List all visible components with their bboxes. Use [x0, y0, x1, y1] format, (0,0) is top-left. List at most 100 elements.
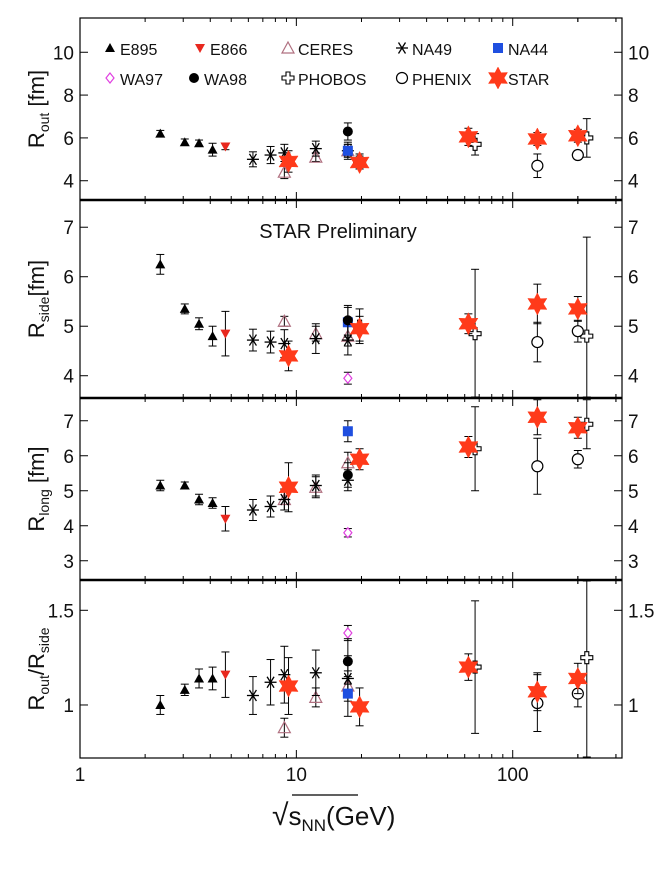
- legend-label-na49: NA49: [412, 42, 452, 59]
- point-wa97-rlong: [343, 526, 353, 539]
- y-tick-label-right: 10: [628, 43, 649, 64]
- point-star-ratio: [567, 666, 588, 691]
- point-e895-rout: [155, 128, 166, 138]
- point-na49-rout: [309, 142, 322, 155]
- y-tick-label-right: 6: [628, 268, 639, 289]
- y-tick-label-left: 6: [63, 129, 74, 150]
- y-label-base: R: [24, 132, 49, 148]
- point-e895-rside: [179, 303, 190, 313]
- legend-label-e866: E866: [210, 42, 247, 59]
- point-star-rlong: [567, 416, 588, 440]
- point-wa98-ratio: [342, 656, 353, 667]
- point-e895-rside: [155, 259, 166, 269]
- point-star-rside: [278, 344, 299, 368]
- legend-symbol-phobos: [281, 71, 295, 85]
- point-na49-rlong: [246, 504, 259, 516]
- legend-symbol-na49: [396, 42, 408, 54]
- legend-symbol-e866: [195, 44, 205, 53]
- y-tick-label-left: 1.5: [48, 601, 74, 622]
- point-na49-rside: [264, 336, 277, 348]
- legend-symbol-ceres: [280, 40, 296, 54]
- legend-label-phenix: PHENIX: [412, 72, 472, 89]
- y-tick-label-right: 3: [628, 552, 639, 573]
- point-star-rlong: [527, 405, 548, 429]
- x-axis-label-sub: NN: [301, 816, 326, 835]
- legend-label-wa97: WA97: [120, 72, 163, 89]
- legend-label-e895: E895: [120, 42, 157, 59]
- y-label-sub: side: [36, 296, 52, 322]
- legend-label-phobos: PHOBOS: [298, 72, 366, 89]
- point-na49-ratio: [309, 666, 322, 679]
- y-axis-label-ratio: Rout/Rside: [24, 627, 52, 710]
- point-phobos-ratio: [580, 651, 594, 665]
- y-tick-label-right: 4: [628, 367, 639, 388]
- point-star-rlong: [349, 447, 370, 471]
- point-na49-ratio: [264, 676, 277, 689]
- y-label-sub2: side: [36, 627, 52, 653]
- point-e895-rout: [194, 138, 205, 148]
- y-tick-label-right: 1: [628, 696, 639, 717]
- legend: E895 E866 CERES NA49 NA44 WA97 WA98 PHOBOS PHENI…: [105, 40, 549, 90]
- point-e895-ratio: [194, 673, 205, 683]
- point-e895-rlong: [179, 480, 190, 490]
- point-star-rout: [278, 149, 299, 173]
- y-label-base: R: [24, 322, 49, 338]
- y-label-sub: out: [36, 675, 52, 695]
- star-preliminary-annotation: STAR Preliminary: [259, 221, 416, 243]
- point-na44-rlong: [342, 426, 353, 437]
- y-label-sub: long: [36, 489, 52, 515]
- y-tick-label-left: 4: [63, 172, 74, 193]
- point-na44-rout: [342, 145, 353, 156]
- legend-symbol-e895: [105, 43, 115, 52]
- point-e866-rside: [220, 329, 231, 339]
- y-tick-label-right: 1.5: [628, 601, 654, 622]
- y-tick-label-left: 6: [63, 447, 74, 468]
- legend-label-na44: NA44: [508, 42, 548, 59]
- point-star-rlong: [278, 475, 299, 499]
- y-tick-label-right: 5: [628, 482, 639, 503]
- point-star-ratio: [458, 655, 479, 679]
- y-tick-label-left: 4: [63, 367, 74, 388]
- legend-symbol-wa98: [189, 73, 199, 83]
- x-tick-label: 100: [497, 765, 529, 786]
- y-axis-label-rlong: Rlong [fm]: [24, 446, 52, 531]
- point-wa98-rlong: [342, 470, 353, 480]
- point-na49-rlong: [264, 500, 277, 513]
- plot-frame: [79, 17, 623, 759]
- y-tick-label-right: 6: [628, 129, 639, 150]
- point-phenix-rlong: [531, 460, 544, 473]
- y-tick-label-right: 4: [628, 517, 639, 538]
- y-label-base: R: [24, 695, 49, 711]
- point-e895-rside: [207, 331, 218, 341]
- point-e895-rside: [194, 318, 205, 328]
- point-ceres-rout: [308, 149, 323, 163]
- axis-ticks: [79, 18, 622, 758]
- y-label-unit: [fm]: [24, 446, 49, 489]
- y-tick-label-left: 4: [63, 517, 74, 538]
- y-tick-label-left: 5: [63, 482, 74, 503]
- legend-symbol-phenix: [395, 71, 409, 85]
- x-axis-label-unit: (GeV): [326, 801, 395, 831]
- x-axis-label-radical: √: [272, 799, 289, 832]
- point-na49-rlong: [309, 479, 322, 492]
- point-star-rside: [458, 312, 479, 336]
- legend-symbol-na44: [493, 43, 503, 53]
- y-label-unit: [fm]: [24, 70, 49, 113]
- point-star-rout: [458, 125, 479, 149]
- y-label-mid: /R: [24, 653, 49, 675]
- x-axis-label-base: s: [288, 801, 301, 831]
- y-label-sub: out: [36, 113, 52, 133]
- point-phenix-rlong: [571, 453, 584, 466]
- point-e866-ratio: [220, 670, 231, 680]
- point-e895-ratio: [207, 673, 218, 683]
- point-e895-ratio: [155, 699, 166, 709]
- y-axis-label-rside: Rside[fm]: [24, 260, 52, 338]
- point-e895-rout: [207, 144, 218, 154]
- point-phenix-rside: [531, 335, 544, 349]
- point-star-ratio: [349, 695, 370, 719]
- point-e895-rlong: [155, 480, 166, 490]
- y-tick-label-left: 8: [63, 86, 74, 107]
- point-ceres-ratio: [308, 690, 323, 704]
